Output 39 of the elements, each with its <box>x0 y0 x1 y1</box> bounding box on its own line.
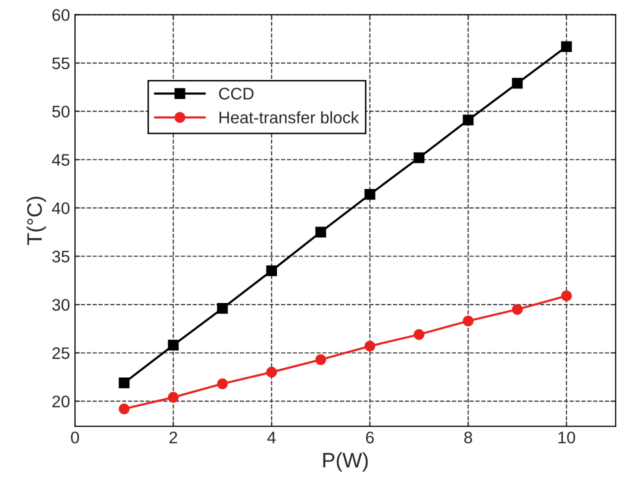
point <box>315 354 326 366</box>
y-tick-label: 50 <box>52 106 70 118</box>
point <box>118 404 130 414</box>
y-tick-label: 25 <box>52 347 70 360</box>
point <box>266 366 277 378</box>
y-tick-label: 60 <box>52 9 70 21</box>
y-tick-label: 35 <box>52 250 70 262</box>
x-tick-label: 0 <box>71 432 79 444</box>
point <box>364 340 376 352</box>
y-tick-label: 30 <box>52 298 70 311</box>
point <box>266 265 277 276</box>
y-tick-label: 55 <box>52 58 70 70</box>
x-axis-title: P(W) <box>323 452 368 472</box>
x-tick-label: 2 <box>170 432 178 444</box>
y-axis-title: T(°C) <box>26 196 46 246</box>
point <box>561 41 572 52</box>
point <box>217 303 228 314</box>
y-tick-label: 45 <box>52 154 70 166</box>
y-tick-label: 20 <box>52 396 70 408</box>
y-tick-label: 40 <box>52 202 70 214</box>
point <box>414 329 424 340</box>
legend-label: Heat-transfer block <box>220 111 360 124</box>
point <box>414 152 424 164</box>
x-tick-label: 10 <box>558 432 576 444</box>
point <box>561 290 572 302</box>
point <box>315 226 326 238</box>
x-tick-label: 4 <box>267 432 276 444</box>
point <box>168 340 179 351</box>
point <box>462 114 474 126</box>
point <box>118 377 130 388</box>
x-tick-label: 6 <box>366 432 374 444</box>
point <box>512 304 523 315</box>
legend-label: CCD <box>219 88 254 100</box>
x-tick-label: 8 <box>464 432 472 444</box>
point <box>168 392 179 403</box>
point <box>217 378 228 390</box>
point <box>364 189 376 200</box>
point <box>462 316 474 326</box>
point <box>512 78 523 89</box>
